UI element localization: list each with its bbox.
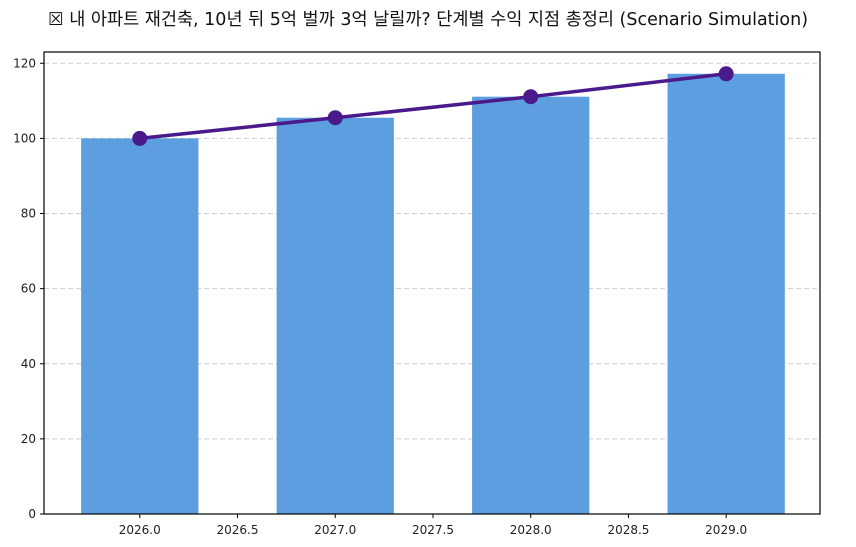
line-series	[132, 66, 734, 146]
bar	[276, 117, 394, 515]
y-tick-label: 120	[13, 56, 36, 70]
x-tick-label: 2027.5	[412, 523, 454, 537]
trend-line	[139, 72, 727, 141]
line-marker	[132, 130, 148, 146]
bar	[667, 73, 785, 514]
x-tick-label: 2029.0	[705, 523, 747, 537]
line-marker	[718, 66, 734, 82]
x-axis: 2026.0 2026.5 2027.0 2027.5 2028.0 2028.5 2029…	[119, 514, 747, 537]
x-tick-label: 2026.0	[119, 523, 161, 537]
y-tick-label: 0	[28, 507, 36, 521]
x-tick-label: 2028.5	[607, 523, 649, 537]
y-axis: 0 20 40 60 80 100 120	[13, 56, 44, 521]
line-marker	[327, 110, 343, 126]
x-tick-label: 2028.0	[510, 523, 552, 537]
y-tick-label: 20	[21, 432, 36, 446]
bar	[472, 96, 590, 514]
y-tick-label: 40	[21, 357, 36, 371]
x-tick-label: 2026.5	[217, 523, 259, 537]
bar-series	[81, 73, 785, 515]
y-tick-label: 100	[13, 131, 36, 145]
x-tick-label: 2027.0	[314, 523, 356, 537]
y-tick-label: 60	[21, 282, 36, 296]
axes-frame	[43, 51, 821, 515]
y-tick-label: 80	[21, 207, 36, 221]
line-marker	[523, 89, 539, 105]
chart-title: ☒ 내 아파트 재건축, 10년 뒤 5억 벌까 3억 날릴까? 단계별 수익 …	[47, 10, 809, 30]
bar	[81, 138, 199, 514]
